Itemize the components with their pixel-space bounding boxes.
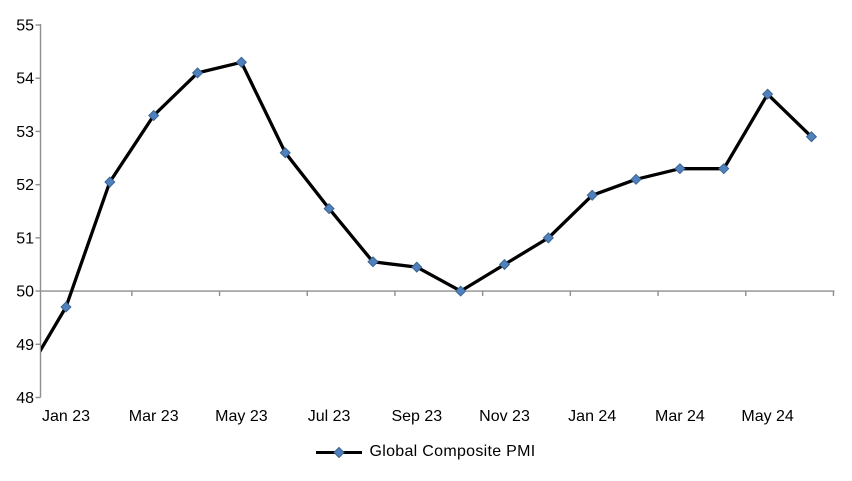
y-tick-label: 51 [16,230,34,247]
x-tick-label: Jan 23 [42,408,90,425]
data-point-marker [498,258,511,271]
data-point-marker [805,131,818,143]
data-point-marker [60,301,72,313]
x-tick-label: Jan 24 [568,408,616,425]
legend-label: Global Composite PMI [369,443,536,460]
y-tick-label: 52 [16,177,34,194]
data-point-marker [235,56,248,68]
legend: Global Composite PMI [0,440,852,464]
y-tick-label: 55 [16,18,34,35]
x-tick-label: Jul 23 [308,408,351,425]
data-point-marker [718,163,730,175]
data-point-marker [191,67,204,79]
x-tick-label: Mar 23 [129,408,179,425]
data-point-marker [279,147,291,159]
x-tick-label: May 23 [215,408,268,425]
data-point-marker [323,202,335,215]
legend-marker [333,446,346,458]
y-tick-label: 54 [16,71,34,88]
data-point-marker [455,285,467,297]
data-point-marker [586,189,598,201]
data-point-marker [367,256,379,268]
data-point-marker [761,88,774,100]
y-tick-label: 53 [16,124,34,141]
data-point-marker [674,163,686,175]
data-point-marker [542,232,554,244]
data-point-marker [411,261,423,273]
data-point-marker [104,176,116,188]
x-tick-label: Sep 23 [391,408,442,425]
y-tick-label: 49 [16,337,34,354]
x-tick-label: Nov 23 [479,408,530,425]
series-line [41,60,813,353]
legend-line-marker-icon [316,446,363,458]
y-tick-label: 50 [16,284,34,301]
data-point-marker [630,173,642,185]
data-point-marker [148,109,160,122]
x-tick-label: May 24 [741,408,794,425]
x-tick-label: Mar 24 [655,408,705,425]
y-tick-label: 48 [16,390,34,407]
